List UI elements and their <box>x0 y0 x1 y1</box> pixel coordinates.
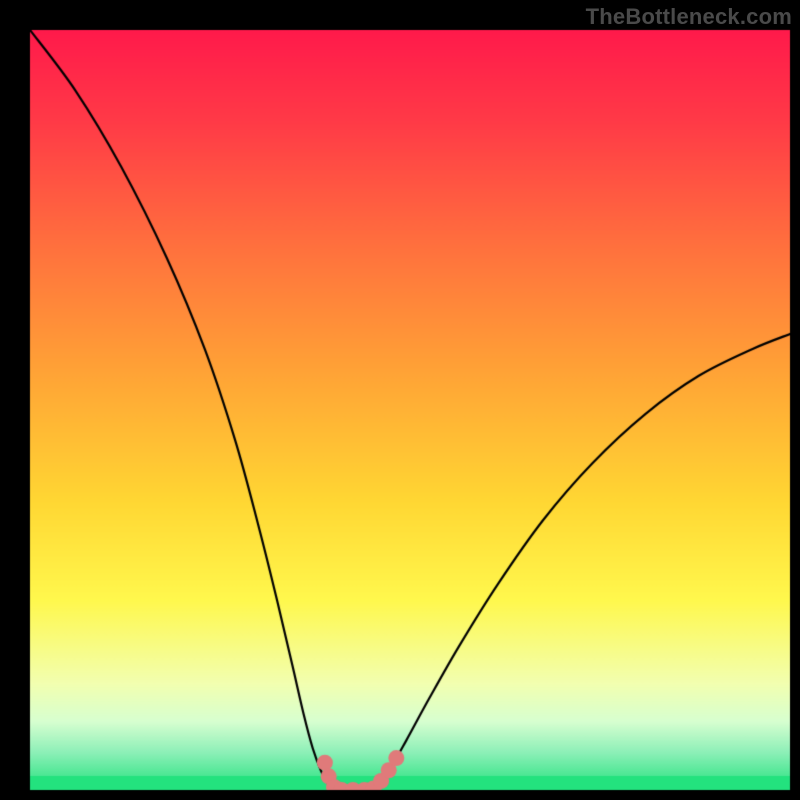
bottleneck-curve-chart <box>0 0 800 800</box>
chart-stage: TheBottleneck.com <box>0 0 800 800</box>
watermark-text: TheBottleneck.com <box>586 4 792 30</box>
